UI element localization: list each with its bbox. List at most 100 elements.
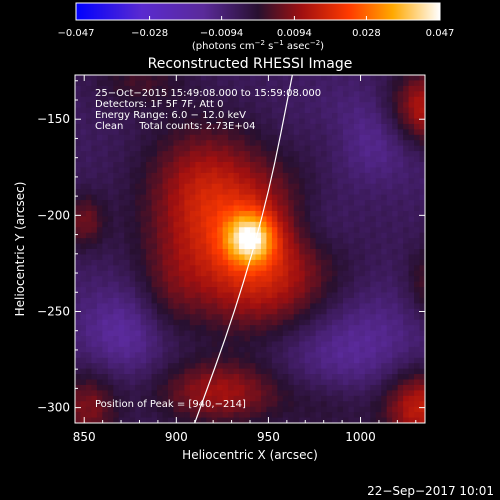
heatmap-cell bbox=[277, 96, 284, 103]
heatmap-cell bbox=[277, 412, 284, 419]
heatmap-cell bbox=[342, 243, 350, 250]
heatmap-cell bbox=[304, 276, 311, 283]
heatmap-cell bbox=[124, 80, 131, 87]
heatmap-cell bbox=[228, 123, 235, 130]
heatmap-cell bbox=[370, 341, 377, 348]
heatmap-cell bbox=[113, 390, 120, 397]
heatmap-cell bbox=[375, 292, 382, 299]
heatmap-cell bbox=[310, 156, 317, 163]
heatmap-cell bbox=[321, 319, 328, 326]
heatmap-cell bbox=[386, 384, 393, 391]
heatmap-cell bbox=[167, 319, 175, 326]
heatmap-cell bbox=[250, 178, 257, 185]
heatmap-cell bbox=[266, 308, 273, 315]
heatmap-cell bbox=[304, 118, 311, 125]
heatmap-cell bbox=[255, 336, 262, 343]
heatmap-cell bbox=[129, 265, 136, 272]
heatmap-cell bbox=[414, 363, 421, 370]
heatmap-cell bbox=[75, 412, 82, 419]
heatmap-cell bbox=[189, 297, 196, 304]
heatmap-cell bbox=[326, 297, 333, 304]
heatmap-cell bbox=[217, 357, 224, 364]
heatmap-cell bbox=[271, 227, 278, 234]
heatmap-cell bbox=[342, 330, 350, 337]
heatmap-cell bbox=[299, 232, 306, 239]
heatmap-cell bbox=[419, 325, 425, 332]
heatmap-cell bbox=[222, 270, 229, 277]
heatmap-cell bbox=[211, 357, 218, 364]
heatmap-cell bbox=[321, 303, 328, 310]
heatmap-cell bbox=[118, 85, 125, 92]
heatmap-cell bbox=[353, 102, 360, 109]
heatmap-cell bbox=[96, 189, 103, 196]
heatmap-cell bbox=[381, 145, 388, 152]
heatmap-cell bbox=[386, 303, 393, 310]
heatmap-cell bbox=[266, 259, 273, 266]
heatmap-cell bbox=[85, 363, 93, 370]
heatmap-cell bbox=[293, 216, 300, 223]
heatmap-cell bbox=[184, 325, 191, 332]
heatmap-cell bbox=[364, 379, 371, 386]
heatmap-cell bbox=[359, 412, 366, 419]
heatmap-cell bbox=[342, 412, 350, 419]
heatmap-cell bbox=[381, 102, 388, 109]
heatmap-cell bbox=[124, 265, 131, 272]
heatmap-cell bbox=[364, 319, 371, 326]
heatmap-cell bbox=[200, 406, 207, 413]
heatmap-cell bbox=[80, 205, 87, 212]
heatmap-cell bbox=[178, 374, 185, 381]
heatmap-cell bbox=[288, 205, 295, 212]
heatmap-cell bbox=[96, 265, 103, 272]
colorbar-tick-label: 0.0094 bbox=[277, 28, 312, 39]
heatmap-cell bbox=[419, 75, 425, 82]
heatmap-cell bbox=[282, 178, 289, 185]
heatmap-cell bbox=[321, 232, 328, 239]
heatmap-cell bbox=[260, 194, 268, 201]
heatmap-cell bbox=[326, 308, 333, 315]
heatmap-cell bbox=[255, 167, 262, 174]
heatmap-cell bbox=[102, 352, 109, 359]
heatmap-cell bbox=[419, 363, 425, 370]
heatmap-cell bbox=[200, 401, 207, 408]
heatmap-cell bbox=[140, 118, 147, 125]
heatmap-cell bbox=[222, 401, 229, 408]
heatmap-cell bbox=[266, 123, 273, 130]
heatmap-cell bbox=[370, 113, 377, 120]
heatmap-cell bbox=[375, 308, 382, 315]
heatmap-cell bbox=[293, 156, 300, 163]
heatmap-cell bbox=[271, 200, 278, 207]
heatmap-cell bbox=[408, 406, 415, 413]
heatmap-cell bbox=[386, 194, 393, 201]
heatmap-cell bbox=[293, 325, 300, 332]
heatmap-cell bbox=[222, 336, 229, 343]
heatmap-cell bbox=[162, 297, 169, 304]
heatmap-cell bbox=[321, 107, 328, 114]
heatmap-cell bbox=[217, 107, 224, 114]
heatmap-cell bbox=[414, 352, 421, 359]
heatmap-cell bbox=[189, 308, 196, 315]
heatmap-cell bbox=[408, 134, 415, 141]
heatmap-cell bbox=[337, 330, 344, 337]
heatmap-cell bbox=[96, 341, 103, 348]
heatmap-cell bbox=[414, 308, 421, 315]
heatmap-cell bbox=[359, 172, 366, 179]
heatmap-cell bbox=[206, 292, 213, 299]
heatmap-cell bbox=[321, 102, 328, 109]
heatmap-cell bbox=[129, 75, 136, 82]
heatmap-cell bbox=[310, 390, 317, 397]
heatmap-cell bbox=[96, 368, 103, 375]
heatmap-cell bbox=[370, 368, 377, 375]
heatmap-cell bbox=[85, 178, 93, 185]
heatmap-cell bbox=[184, 297, 191, 304]
heatmap-cell bbox=[419, 412, 425, 419]
heatmap-cell bbox=[370, 287, 377, 294]
heatmap-cell bbox=[250, 270, 257, 277]
heatmap-cell bbox=[375, 303, 382, 310]
heatmap-cell bbox=[353, 417, 360, 423]
heatmap-cell bbox=[375, 156, 382, 163]
heatmap-cell bbox=[271, 319, 278, 326]
heatmap-cell bbox=[85, 357, 93, 364]
heatmap-cell bbox=[397, 363, 404, 370]
heatmap-cell bbox=[337, 216, 344, 223]
heatmap-cell bbox=[206, 249, 213, 256]
